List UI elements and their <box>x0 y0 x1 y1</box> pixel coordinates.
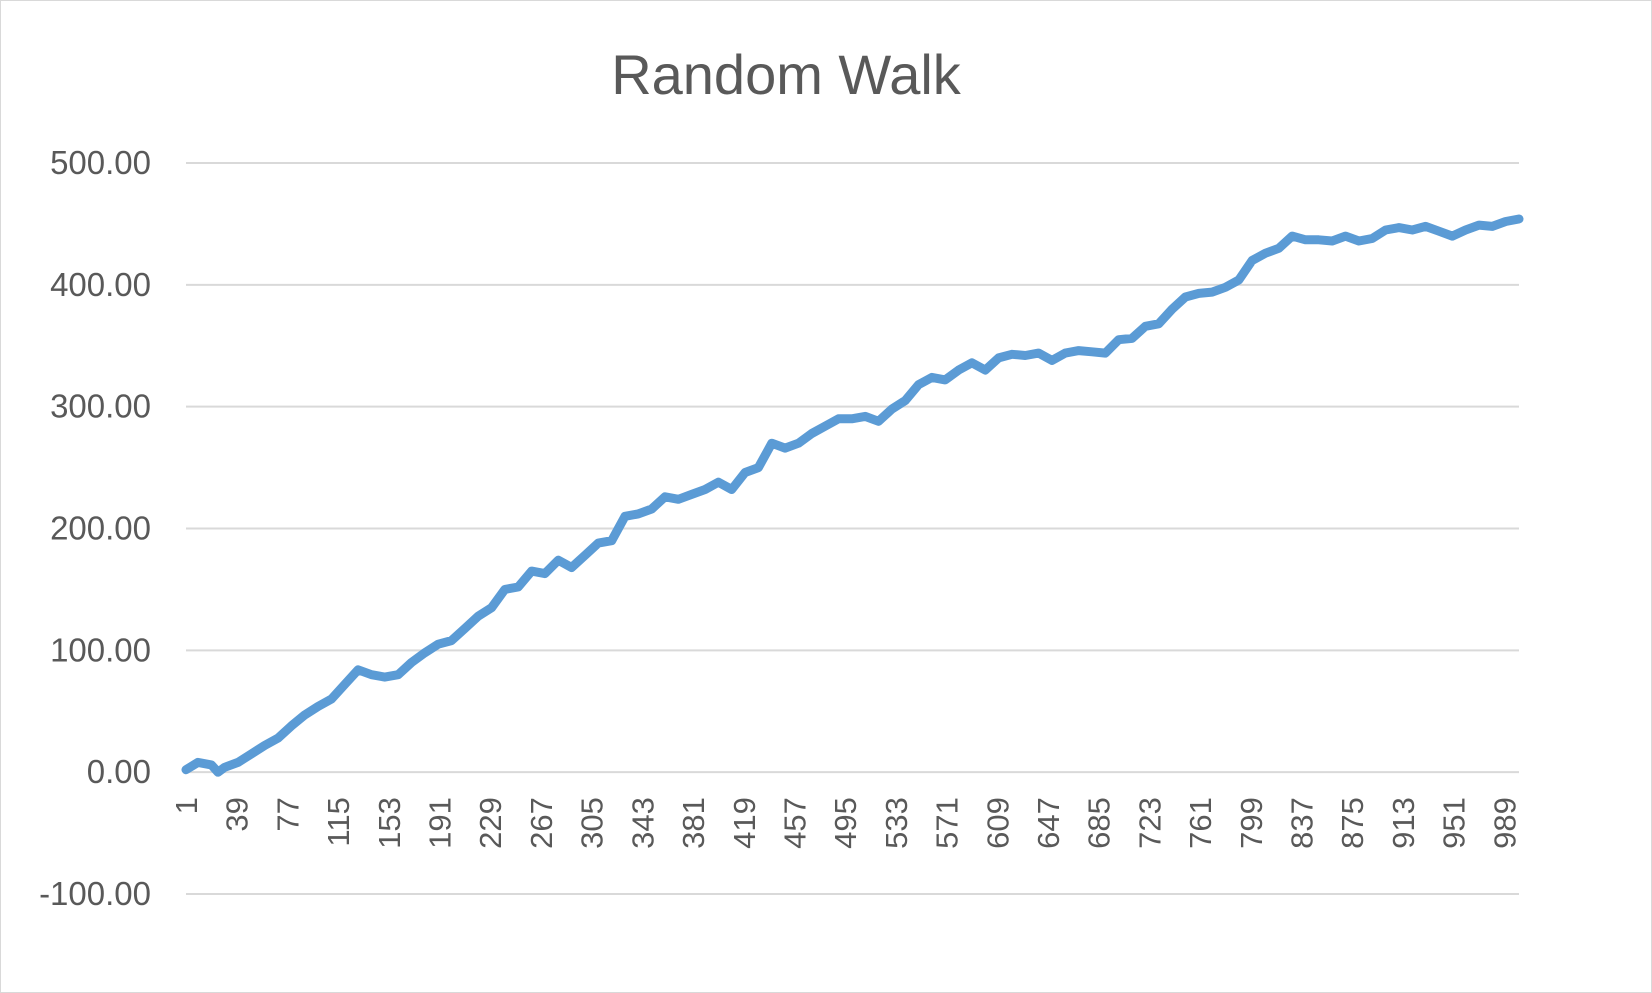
x-tick-label: 533 <box>879 797 914 849</box>
y-tick-label: 100.00 <box>50 631 151 668</box>
x-tick-label: 381 <box>676 797 711 849</box>
x-tick-label: 191 <box>423 797 458 849</box>
x-tick-label: 837 <box>1285 797 1320 849</box>
x-tick-label: 457 <box>777 797 812 849</box>
x-tick-label: 913 <box>1386 797 1421 849</box>
x-tick-label: 419 <box>727 797 762 849</box>
x-tick-label: 495 <box>828 797 863 849</box>
x-tick-label: 77 <box>270 797 305 831</box>
series-line <box>181 214 1524 777</box>
x-tick-label: 153 <box>372 797 407 849</box>
x-tick-label: 609 <box>980 797 1015 849</box>
x-tick-label: 1 <box>169 797 204 814</box>
x-tick-label: 571 <box>930 797 965 849</box>
y-tick-label: 400.00 <box>50 266 151 303</box>
x-tick-label: 723 <box>1132 797 1167 849</box>
x-tick-label: 875 <box>1335 797 1370 849</box>
x-tick-label: 343 <box>625 797 660 849</box>
y-axis-tick-labels: -100.00 0.00 100.00 200.00 300.00 400.00 500.0… <box>39 144 151 912</box>
x-tick-label: 799 <box>1234 797 1269 849</box>
gridlines <box>186 162 1519 895</box>
x-tick-label: 685 <box>1082 797 1117 849</box>
y-tick-label: 500.00 <box>50 144 151 181</box>
y-tick-label: 200.00 <box>50 510 151 547</box>
series-layer <box>181 214 1524 777</box>
y-tick-label: 0.00 <box>87 753 151 790</box>
chart-title: Random Walk <box>611 43 962 106</box>
x-tick-label: 229 <box>473 797 508 849</box>
y-tick-label: -100.00 <box>39 875 151 912</box>
x-tick-label: 267 <box>524 797 559 849</box>
x-tick-label: 647 <box>1031 797 1066 849</box>
x-tick-label: 951 <box>1437 797 1472 849</box>
x-tick-label: 305 <box>575 797 610 849</box>
x-tick-label: 761 <box>1183 797 1218 849</box>
x-axis-tick-labels: 1 39 77 115 153 191 229 267 305 343 381 419 457 495 53… <box>169 797 1522 849</box>
x-tick-label: 39 <box>220 797 255 831</box>
y-tick-label: 300.00 <box>50 388 151 425</box>
x-tick-label: 115 <box>321 797 356 846</box>
x-tick-label: 989 <box>1487 797 1522 849</box>
